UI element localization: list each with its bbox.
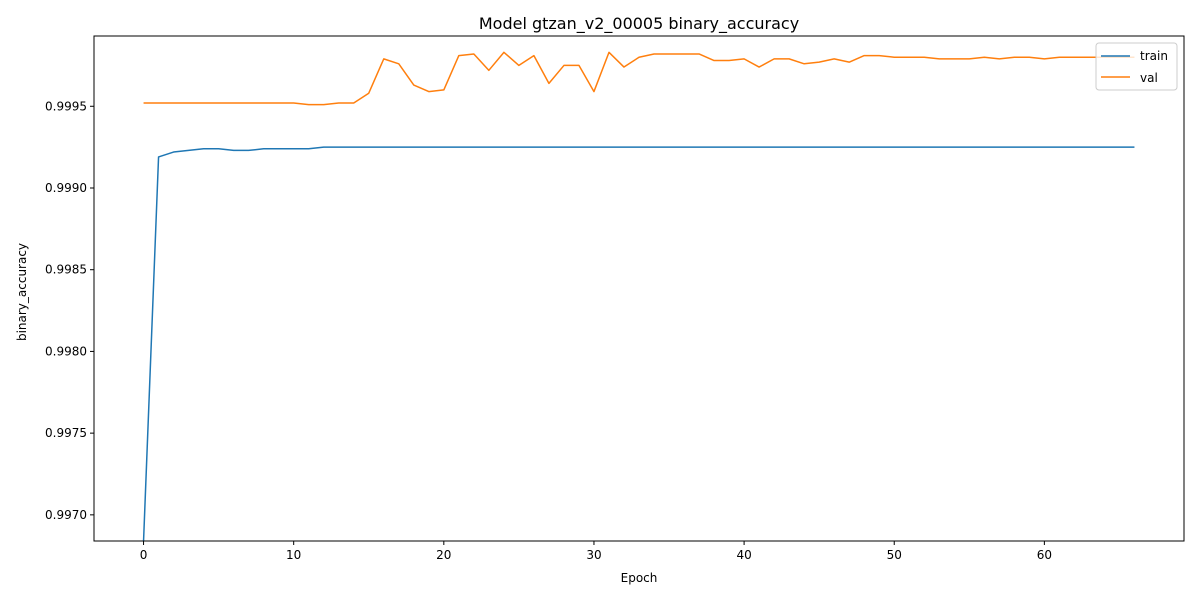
- y-tick-label: 0.9995: [45, 99, 87, 113]
- x-tick-label: 60: [1037, 548, 1052, 562]
- y-tick-label: 0.9970: [45, 508, 87, 522]
- series-line-val: [143, 51, 1135, 106]
- x-tick-label: 20: [436, 548, 451, 562]
- y-axis-label: binary_accuracy: [15, 243, 29, 341]
- legend-label-train: train: [1140, 49, 1168, 63]
- y-axis-ticks: 0.9970 0.9975 0.9980 0.9985 0.9990 0.9995: [45, 99, 94, 522]
- x-tick-label: 10: [286, 548, 301, 562]
- y-tick-label: 0.9980: [45, 344, 87, 358]
- x-tick-label: 0: [140, 548, 148, 562]
- legend-box: [1095, 42, 1178, 91]
- series-line-train: [142, 146, 1135, 542]
- y-tick-label: 0.9975: [45, 426, 87, 440]
- x-axis-ticks: 0 10 20 30 40 50 60: [140, 541, 1052, 562]
- legend-label-val: val: [1140, 71, 1158, 85]
- y-tick-label: 0.9990: [45, 181, 87, 195]
- plot-frame: [93, 35, 1185, 542]
- x-tick-label: 50: [887, 548, 902, 562]
- series-layer: [142, 51, 1135, 542]
- y-tick-label: 0.9985: [45, 263, 87, 277]
- x-tick-label: 30: [586, 548, 601, 562]
- legend: train val: [1095, 42, 1178, 91]
- x-tick-label: 40: [736, 548, 751, 562]
- chart-title: Model gtzan_v2_00005 binary_accuracy: [479, 14, 799, 34]
- x-axis-label: Epoch: [621, 571, 658, 585]
